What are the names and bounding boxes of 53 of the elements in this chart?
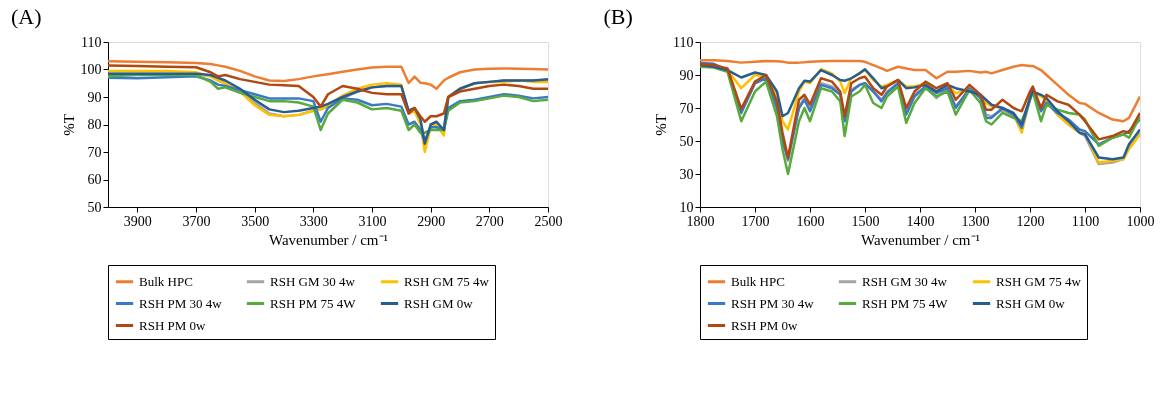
x-tick-label: 2500 — [534, 213, 563, 229]
legend-label: RSH GM 75 4w — [404, 273, 490, 289]
x-tick-label: 1100 — [1071, 213, 1100, 229]
y-tick-label: 60 — [87, 172, 102, 187]
y-tick-label: 70 — [679, 100, 694, 116]
x-tick-label: 1500 — [851, 213, 880, 229]
x-tick-label: 3900 — [123, 213, 152, 229]
legend-label: RSH GM 0w — [996, 295, 1066, 311]
x-tick-label: 1400 — [906, 213, 935, 229]
legend-label: RSH PM 30 4w — [731, 295, 815, 311]
legend-label: RSH PM 0w — [139, 317, 207, 333]
legend-label: RSH PM 75 4W — [270, 295, 357, 311]
legend-label: Bulk HPC — [731, 273, 785, 289]
chart-title: (A) — [11, 4, 42, 29]
x-tick-label: 3500 — [241, 213, 270, 229]
legend-label: RSH PM 0w — [731, 317, 799, 333]
x-tick-label: 1200 — [1016, 213, 1045, 229]
y-tick-label: 30 — [679, 166, 694, 182]
x-tick-label: 1600 — [796, 213, 825, 229]
y-axis-title: %T — [653, 114, 670, 136]
y-tick-label: 90 — [679, 67, 694, 83]
y-tick-label: 80 — [87, 117, 102, 132]
x-tick-label: 1800 — [686, 213, 715, 229]
x-tick-label: 1700 — [741, 213, 770, 229]
y-tick-label: 10 — [679, 199, 694, 215]
x-tick-label: 3100 — [358, 213, 387, 229]
x-tick-label: 1000 — [1126, 213, 1155, 229]
chart-title: (B) — [603, 4, 633, 29]
legend-label: RSH GM 75 4w — [996, 273, 1082, 289]
line-series — [108, 64, 548, 123]
legend-label: RSH GM 30 4w — [270, 273, 356, 289]
legend-label: RSH PM 75 4W — [862, 295, 949, 311]
legend-label: Bulk HPC — [139, 273, 193, 289]
y-axis-title: %T — [60, 114, 77, 136]
y-tick-label: 110 — [81, 34, 102, 50]
line-series — [700, 58, 1140, 123]
line-series — [108, 60, 548, 90]
x-axis-title: Wavenumber / cm⁻¹ — [860, 231, 981, 248]
x-tick-label: 2700 — [475, 213, 504, 229]
legend-label: RSH GM 0w — [404, 295, 474, 311]
y-tick-label: 90 — [87, 89, 102, 105]
x-tick-label: 2900 — [417, 213, 446, 229]
x-tick-label: 3700 — [182, 213, 211, 229]
legend-label: RSH PM 30 4w — [139, 295, 223, 311]
legend-label: RSH GM 30 4w — [862, 273, 948, 289]
y-tick-label: 70 — [87, 144, 102, 160]
y-tick-label: 50 — [87, 199, 102, 215]
y-tick-label: 50 — [679, 133, 694, 149]
y-tick-label: 100 — [80, 62, 102, 77]
x-tick-label: 3300 — [299, 213, 328, 229]
x-axis-title: Wavenumber / cm⁻¹ — [268, 231, 389, 248]
x-tick-label: 1300 — [961, 213, 990, 229]
y-tick-label: 110 — [673, 34, 694, 50]
